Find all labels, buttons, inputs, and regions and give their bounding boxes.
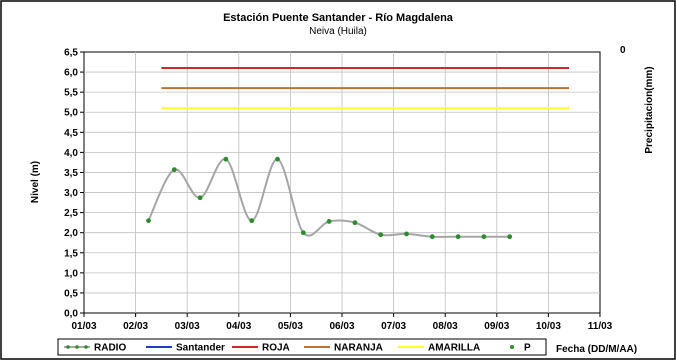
legend-label-p: P	[524, 343, 531, 354]
x-tick-label: 10/03	[536, 321, 561, 332]
x-tick-label: 01/03	[71, 321, 96, 332]
y-tick-label: 1,0	[64, 268, 78, 279]
data-point-radio	[455, 234, 461, 240]
x-tick-label: 06/03	[329, 321, 354, 332]
y-tick-label: 4,5	[64, 128, 78, 139]
legend-label-naranja: NARANJA	[334, 343, 383, 354]
data-point-radio	[275, 156, 280, 162]
y-tick-label: 5,5	[64, 88, 78, 99]
data-point-radio	[197, 195, 203, 201]
legend-marker-radio	[84, 345, 88, 349]
legend: RADIO Santander ROJA NARANJA AMARILLA P	[64, 343, 531, 354]
chart-subtitle: Neiva (Huila)	[309, 26, 367, 37]
y-axis-label: Nivel (m)	[30, 161, 41, 203]
legend-box	[57, 338, 547, 356]
data-point-radio	[300, 230, 306, 236]
y2-axis-label: Precipitacion(mm)	[644, 66, 655, 153]
y-tick-label: 3,5	[64, 168, 78, 179]
x-tick-label: 11/03	[588, 321, 613, 332]
y-tick-label: 0,5	[64, 288, 78, 299]
data-point-radio	[171, 167, 177, 173]
legend-label-amarilla: AMARILLA	[428, 343, 480, 354]
x-tick-label: 08/03	[433, 321, 458, 332]
legend-label-radio: RADIO	[94, 343, 126, 354]
x-axis-ticks: 01/03 02/03 03/03 04/03 05/03 06/03 07/03 08/03…	[71, 313, 613, 332]
x-axis-label: Fecha (DD/M/AA)	[556, 344, 637, 355]
y-axis-ticks: 0,0 0,5 1,0 1,5 2,0 2,5 3,0 3,5 4,0 4,5 5,0 5,5 6,0 6…	[64, 48, 84, 320]
data-point-radio	[481, 234, 487, 240]
grid-lines	[84, 52, 600, 313]
legend-swatch-p	[510, 345, 514, 349]
y2-axis-ticks: 0	[620, 45, 626, 56]
y-tick-label: 5,0	[64, 108, 78, 119]
y-tick-label: 0,0	[64, 309, 78, 320]
y-tick-label: 2,0	[64, 228, 78, 239]
y-tick-label: 6,5	[64, 48, 78, 59]
data-point-radio	[404, 231, 409, 237]
data-point-radio	[429, 234, 435, 240]
y-tick-label: 2,5	[64, 208, 78, 219]
legend-marker-radio	[75, 345, 79, 349]
data-point-radio	[249, 218, 255, 224]
x-tick-label: 05/03	[278, 321, 303, 332]
y-tick-label: 4,0	[64, 148, 78, 159]
y-tick-label: 6,0	[64, 68, 78, 79]
chart-title: Estación Puente Santander - Río Magdalen…	[223, 12, 454, 24]
legend-label-roja: ROJA	[262, 343, 290, 354]
data-point-radio	[507, 234, 513, 240]
data-point-radio	[146, 218, 151, 224]
x-tick-label: 07/03	[381, 321, 406, 332]
data-point-radio	[223, 156, 229, 162]
y-tick-label: 3,0	[64, 188, 78, 199]
y-tick-label: 1,5	[64, 248, 78, 259]
data-point-radio	[326, 219, 332, 224]
x-tick-label: 03/03	[175, 321, 200, 332]
legend-label-santander: Santander	[176, 343, 225, 354]
data-point-radio	[352, 220, 358, 226]
x-tick-label: 09/03	[484, 321, 509, 332]
x-tick-label: 04/03	[226, 321, 251, 332]
legend-marker-radio	[66, 345, 70, 349]
y2-tick-label: 0	[620, 45, 626, 56]
x-tick-label: 02/03	[123, 321, 148, 332]
series-line-radio	[147, 158, 510, 238]
series-layer	[146, 67, 570, 240]
data-point-radio	[378, 232, 384, 238]
